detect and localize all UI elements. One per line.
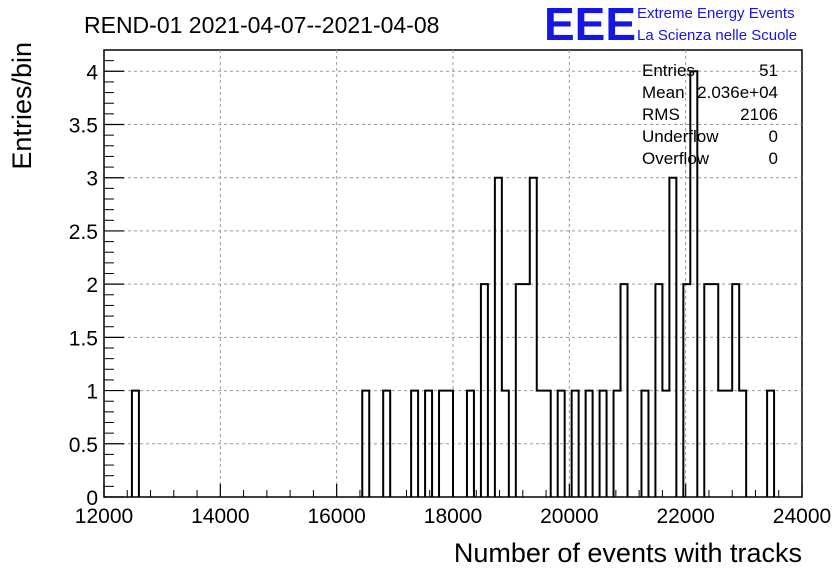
stat-label: Mean	[642, 83, 685, 102]
x-tick-label: 22000	[656, 505, 714, 528]
logo-line-1: Extreme Energy Events	[637, 5, 795, 22]
y-tick-label: 0	[86, 487, 98, 510]
stat-value: 0	[769, 127, 778, 146]
chart-title: REND-01 2021-04-07--2021-04-08	[84, 12, 439, 38]
stat-label: Entries	[642, 61, 695, 80]
stat-value: 2.036e+04	[697, 83, 778, 102]
stat-value: 2106	[740, 105, 778, 124]
x-tick-label: 12000	[75, 505, 133, 528]
y-tick-label: 4	[86, 61, 98, 84]
histogram-outline	[130, 70, 776, 497]
axis-ticks	[103, 60, 803, 498]
grid-lines	[104, 50, 802, 497]
tick-labels: 12000 14000 16000 18000 20000 22000 24000 0 0.5 1…	[69, 61, 831, 528]
eee-logo-mark: EEE	[544, 0, 636, 50]
x-tick-label: 24000	[773, 505, 831, 528]
x-axis-title: Number of events with tracks	[454, 538, 802, 568]
y-tick-label: 2	[86, 274, 98, 297]
y-tick-label: 1.5	[69, 327, 98, 350]
eee-logo: EEE Extreme Energy Events La Scienza nel…	[544, 0, 797, 50]
y-tick-label: 3	[86, 168, 98, 191]
y-tick-label: 0.5	[69, 434, 98, 457]
stat-label: RMS	[642, 105, 680, 124]
stat-value: 0	[769, 149, 778, 168]
y-tick-label: 2.5	[69, 221, 98, 244]
stat-label: Underflow	[642, 127, 719, 146]
y-axis-title: Entries/bin	[7, 42, 37, 170]
y-tick-label: 1	[86, 381, 98, 404]
stat-label: Overflow	[642, 149, 710, 168]
y-tick-label: 3.5	[69, 115, 98, 138]
stat-value: 51	[759, 61, 778, 80]
x-tick-label: 16000	[307, 505, 365, 528]
x-tick-label: 20000	[540, 505, 598, 528]
histogram-bins	[130, 70, 776, 497]
statistics-box: Entries 51 Mean 2.036e+04 RMS 2106 Underflow 0 O…	[642, 61, 778, 168]
x-tick-label: 14000	[191, 505, 249, 528]
logo-line-2: La Scienza nelle Scuole	[637, 27, 797, 44]
x-tick-label: 18000	[424, 505, 482, 528]
